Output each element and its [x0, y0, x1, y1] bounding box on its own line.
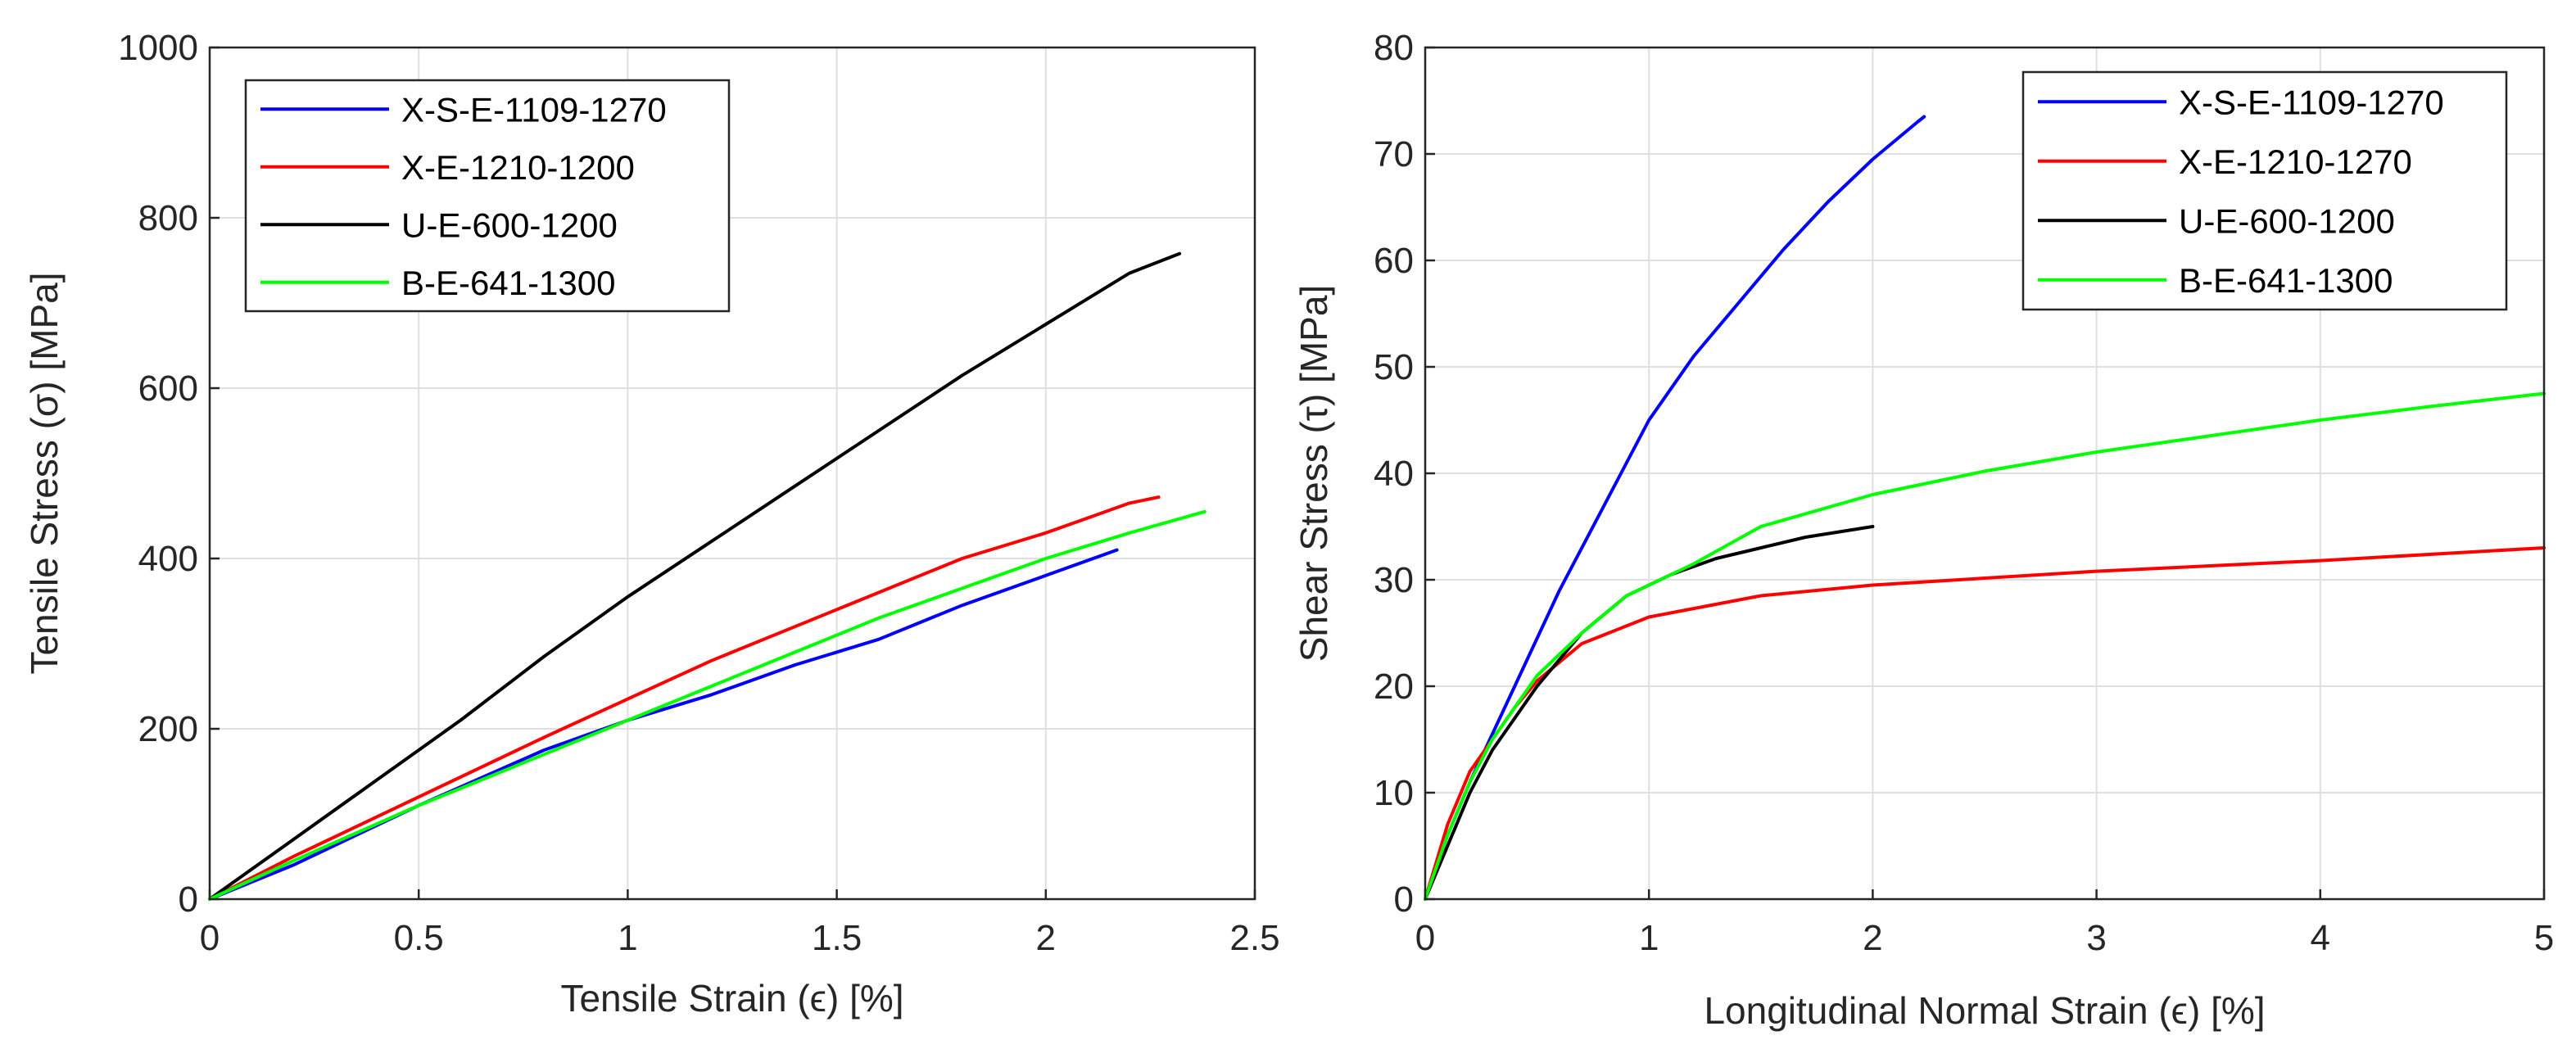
y-tick-label: 10: [1374, 773, 1414, 813]
x-axis-label: Tensile Strain (ϵ) [%]: [560, 977, 903, 1020]
y-tick-label: 80: [1374, 28, 1414, 68]
x-tick-label: 1.5: [812, 918, 862, 958]
legend-label: X-E-1210-1270: [2179, 142, 2412, 181]
y-axis-label: Tensile Stress (σ) [MPa]: [23, 272, 66, 674]
x-tick-label: 2: [1863, 918, 1882, 958]
legend-box: [244, 79, 731, 313]
y-tick-label: 1000: [118, 28, 198, 68]
y-axis-label: Shear Stress (τ) [MPa]: [1293, 285, 1335, 662]
y-tick-label: 20: [1374, 667, 1414, 707]
x-tick-label: 0: [200, 918, 220, 958]
x-tick-label: 1: [618, 918, 637, 958]
y-tick-label: 800: [138, 198, 198, 238]
legend: X-S-E-1109-1270 X-E-1210-1200 U-E-600-1200…: [244, 79, 731, 313]
legend-label: U-E-600-1200: [2179, 201, 2395, 240]
axes-frame: [1424, 46, 2546, 901]
y-tick-label: 30: [1374, 560, 1414, 600]
series-line-b-e-641-1300: [208, 509, 1207, 901]
series-line-u-e-600-1200: [208, 251, 1182, 901]
legend-label: X-S-E-1109-1270: [401, 90, 667, 129]
axes-frame: [208, 46, 1256, 901]
x-tick-label: 3: [2086, 918, 2106, 958]
x-tick-label: 2.5: [1229, 918, 1279, 958]
y-tick-label: 400: [138, 539, 198, 579]
legend-label: X-E-1210-1200: [401, 148, 635, 187]
series-line-x-e-1210-1270: [1424, 546, 2546, 901]
legend-box: [2021, 70, 2508, 311]
legend-label: B-E-641-1300: [401, 264, 616, 302]
y-tick-label: 40: [1374, 454, 1414, 494]
y-tick-label: 70: [1374, 134, 1414, 174]
series-line-b-e-641-1300: [1424, 391, 2546, 901]
series-line-x-e-1210-1200: [208, 495, 1161, 901]
y-tick-label: 60: [1374, 241, 1414, 281]
legend: X-S-E-1109-1270 X-E-1210-1270 U-E-600-1200…: [2021, 70, 2508, 311]
legend-label: X-S-E-1109-1270: [2179, 83, 2444, 121]
x-tick-label: 5: [2534, 918, 2554, 958]
y-tick-label: 0: [179, 879, 198, 920]
y-tick-label: 0: [1394, 879, 1414, 920]
x-tick-label: 4: [2311, 918, 2330, 958]
y-tick-label: 600: [138, 368, 198, 409]
x-tick-label: 1: [1639, 918, 1659, 958]
y-tick-label: 50: [1374, 347, 1414, 387]
legend-label: B-E-641-1300: [2179, 261, 2393, 300]
x-tick-label: 2: [1036, 918, 1056, 958]
x-tick-label: 0: [1415, 918, 1435, 958]
x-axis-label: Longitudinal Normal Strain (ϵ) [%]: [1704, 989, 2265, 1032]
y-tick-label: 200: [138, 709, 198, 749]
tensile-chart: 0 0.5 1 1.5 2 2.5 0 200 400 600 800 1000 Tensile Str…: [23, 28, 1280, 1020]
x-tick-label: 0.5: [394, 918, 444, 958]
legend-label: U-E-600-1200: [401, 206, 618, 244]
